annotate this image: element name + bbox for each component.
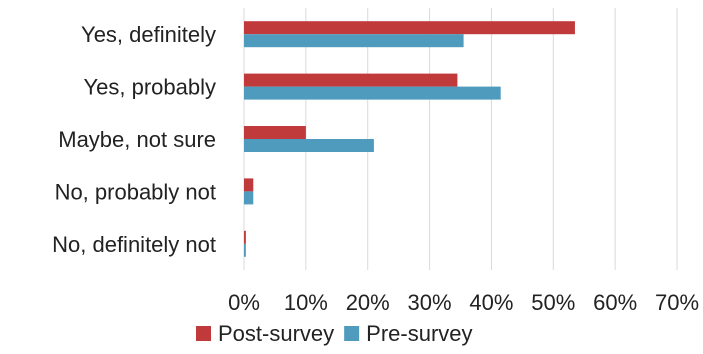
- x-tick-label: 50%: [531, 290, 575, 315]
- bar-post-survey-yes-probably: [244, 73, 458, 87]
- legend-label-pre-survey: Pre-survey: [366, 321, 472, 346]
- x-tick-label: 40%: [469, 290, 513, 315]
- legend-label-post-survey: Post-survey: [218, 321, 334, 346]
- bars: [244, 21, 575, 257]
- bar-post-survey-no-probably-not: [244, 178, 254, 192]
- x-tick-label: 70%: [655, 290, 699, 315]
- bar-pre-survey-no-definitely-not: [244, 243, 246, 257]
- x-tick-labels: 0% 10% 20% 30% 40% 50% 60% 70%: [228, 290, 699, 315]
- category-label-no-probably-not: No, probably not: [55, 179, 216, 204]
- x-tick-label: 20%: [346, 290, 390, 315]
- legend-swatch-pre-survey: [344, 326, 360, 341]
- bar-pre-survey-no-probably-not: [244, 191, 254, 205]
- category-label-no-definitely-not: No, definitely not: [52, 232, 216, 257]
- bar-pre-survey-yes-probably: [244, 86, 501, 100]
- category-labels: Yes, definitely Yes, probably Maybe, not s…: [52, 22, 216, 257]
- x-tick-label: 60%: [593, 290, 637, 315]
- bar-post-survey-yes-definitely: [244, 21, 575, 35]
- bar-post-survey-maybe-not-sure: [244, 126, 306, 139]
- x-tick-label: 30%: [408, 290, 452, 315]
- legend-swatch-post-survey: [196, 326, 211, 341]
- category-label-yes-definitely: Yes, definitely: [81, 22, 216, 47]
- bar-pre-survey-yes-definitely: [244, 34, 464, 48]
- bar-pre-survey-maybe-not-sure: [244, 139, 374, 152]
- x-tick-label: 10%: [284, 290, 328, 315]
- bar-post-survey-no-definitely-not: [244, 230, 246, 244]
- x-tick-label: 0%: [228, 290, 260, 315]
- category-label-maybe-not-sure: Maybe, not sure: [58, 127, 216, 152]
- legend: Post-survey Pre-survey: [196, 321, 473, 346]
- category-label-yes-probably: Yes, probably: [83, 75, 216, 100]
